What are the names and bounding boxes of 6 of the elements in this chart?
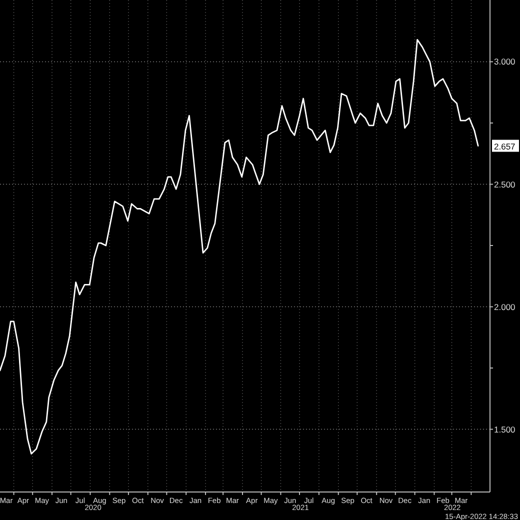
y-tick-label: 3.000	[494, 56, 516, 67]
y-tick-label: 1.500	[494, 424, 516, 434]
y-tick-label: 2.500	[494, 179, 516, 190]
y-tick-label: 2.000	[494, 302, 516, 312]
line-series	[0, 38, 479, 454]
data-label: 2.657	[494, 141, 516, 152]
